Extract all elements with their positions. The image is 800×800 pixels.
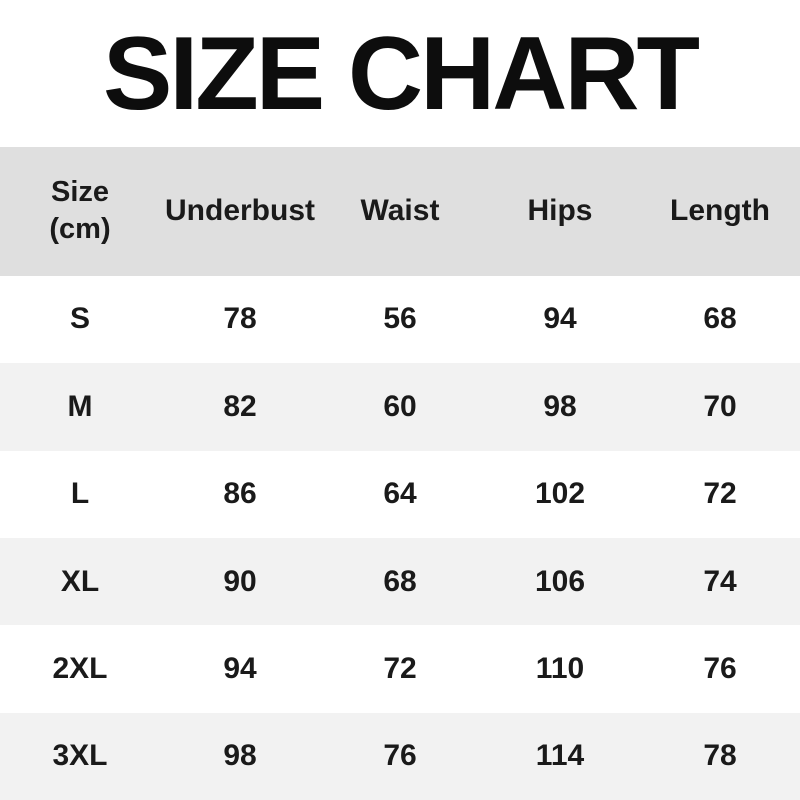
underbust-cell: 94	[223, 651, 257, 685]
column-header-waist: Waist	[360, 194, 440, 228]
hips-cell: 110	[535, 651, 585, 685]
table-row-m: M 82 60 98 70	[0, 363, 800, 451]
size-header-line2: (cm)	[49, 213, 111, 246]
table-row-s: S 78 56 94 68	[0, 275, 800, 364]
hips-cell: 94	[543, 302, 577, 336]
size-cell: 3XL	[52, 739, 108, 773]
size-header-line1: Size	[50, 175, 110, 208]
column-header-size: Size (cm)	[0, 174, 160, 249]
title-area: SIZE CHART	[0, 0, 800, 147]
table-row-l: L 86 64 102 72	[0, 450, 800, 538]
waist-cell: 68	[383, 564, 417, 598]
column-header-length: Length	[670, 194, 770, 228]
underbust-cell: 86	[223, 477, 257, 511]
hips-cell: 114	[535, 739, 585, 773]
table-row-xl: XL 90 68 106 74	[0, 537, 800, 626]
length-cell: 72	[703, 477, 737, 511]
length-cell: 78	[703, 739, 737, 773]
size-cell: L	[70, 477, 90, 511]
page-title: SIZE CHART	[103, 15, 700, 132]
column-header-hips: Hips	[527, 194, 593, 228]
hips-cell: 102	[534, 477, 586, 511]
table-row-3xl: 3XL 98 76 114 78	[0, 712, 800, 800]
waist-cell: 56	[383, 302, 417, 336]
length-cell: 76	[703, 651, 737, 685]
length-cell: 70	[703, 389, 737, 423]
size-cell: S	[69, 302, 90, 336]
underbust-cell: 98	[223, 739, 257, 773]
size-cell: M	[67, 389, 93, 423]
waist-cell: 76	[383, 739, 417, 773]
waist-cell: 72	[383, 651, 417, 685]
waist-cell: 60	[383, 389, 417, 423]
table-row-2xl: 2XL 94 72 110 76	[0, 625, 800, 713]
waist-cell: 64	[383, 477, 417, 511]
length-cell: 74	[703, 564, 737, 598]
size-cell: XL	[60, 564, 100, 598]
hips-cell: 98	[543, 389, 577, 423]
hips-cell: 106	[534, 564, 586, 598]
underbust-cell: 82	[223, 389, 257, 423]
length-cell: 68	[703, 302, 737, 336]
size-table: Size (cm) Underbust Waist Hips Length S …	[0, 147, 800, 800]
size-cell: 2XL	[52, 651, 108, 685]
table-header-row: Size (cm) Underbust Waist Hips Length	[0, 147, 800, 276]
column-header-underbust: Underbust	[165, 194, 315, 228]
underbust-cell: 78	[223, 302, 257, 336]
underbust-cell: 90	[223, 564, 257, 598]
